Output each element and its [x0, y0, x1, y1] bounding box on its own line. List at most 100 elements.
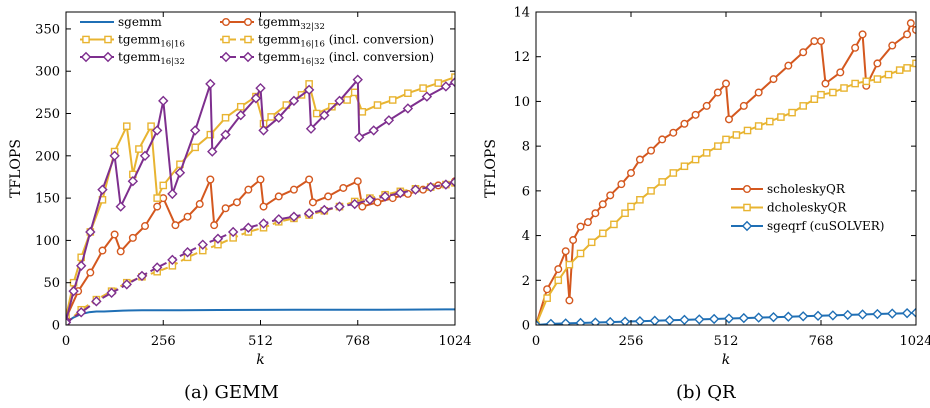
- qr-series-1-point: [691, 155, 700, 164]
- gemm-series-4-point: [139, 150, 151, 162]
- gemm-series-1-point: [244, 185, 253, 194]
- gemm-series-2-point: [343, 96, 351, 104]
- gemm-series-5-point: [449, 176, 455, 188]
- gemm-series-2-point: [153, 194, 161, 202]
- qr-series-2-point: [545, 318, 557, 325]
- qr-series-2-point: [560, 318, 571, 325]
- gemm-series-4-point: [207, 146, 218, 157]
- gemm-series-5-point: [121, 279, 132, 290]
- gemm-series-4-point: [440, 81, 452, 92]
- qr-series-0-point: [669, 128, 678, 137]
- qr-series-0-point: [591, 209, 600, 218]
- gemm-series-4-point: [383, 115, 395, 126]
- gemm-legend-label: tgemm16|16 (incl. conversion): [258, 33, 434, 50]
- gemm-series-1-point: [116, 247, 125, 256]
- qr-legend: scholeskyQR dcholeskyQR sgeqrf (cuSOLVER): [726, 176, 910, 239]
- gemm-series-1-point: [259, 202, 268, 211]
- gemm-series-2-point: [206, 130, 215, 139]
- qr-series-2-point: [812, 310, 824, 322]
- qr-legend-label: scholeskyQR: [767, 182, 846, 196]
- gemm-series-5-point: [288, 211, 300, 222]
- qr-ytick-label: 6: [522, 184, 530, 199]
- qr-series-0-point: [906, 19, 915, 28]
- qr-series-1-point: [829, 88, 837, 97]
- gemm-series-4-point: [151, 125, 163, 136]
- gemm-legend-label: tgemm32|32: [258, 15, 325, 32]
- gemm-series-1-point: [183, 212, 192, 221]
- gemm-series-4-point: [402, 103, 414, 114]
- gemm-series-1-point: [98, 246, 107, 255]
- gemm-legend-marker: [242, 51, 254, 63]
- qr-series-1-point: [765, 117, 774, 126]
- gemm-series-4-point: [305, 123, 317, 134]
- qr-series-1-point: [722, 135, 730, 144]
- qr-ytick-label: 0: [522, 319, 530, 334]
- gemm-series-5-point: [395, 187, 406, 199]
- gemm-series-4-point: [303, 84, 315, 96]
- qr-series-1-point: [817, 90, 825, 99]
- qr-series-1-point: [799, 102, 807, 110]
- gemm-series-5-point: [212, 233, 224, 244]
- gemm-series-1-point: [110, 230, 119, 239]
- qr-series-1: [536, 59, 916, 325]
- qr-series-2-point: [842, 309, 853, 321]
- gemm-series-4-point: [235, 110, 246, 121]
- gemm-series-2-point: [267, 113, 275, 121]
- gemm-series-4-point: [189, 125, 201, 136]
- qr-series-1-point: [598, 229, 607, 238]
- gemm-ytick-label: 250: [35, 107, 60, 122]
- gemm-legend-label: tgemm16|32 (incl. conversion): [258, 50, 434, 67]
- gemm-series-2-point: [147, 122, 155, 131]
- qr-series-2-point: [901, 307, 913, 319]
- gemm-series-5-point: [91, 296, 102, 307]
- qr-legend-marker: [743, 203, 751, 212]
- gemm-series-4-point: [334, 95, 345, 107]
- gemm-series-5-point: [136, 270, 148, 282]
- qr-series-1-point: [777, 113, 785, 121]
- gemm-series-5-point: [440, 179, 452, 190]
- gemm-series-5-point: [303, 208, 315, 219]
- gemm-legend-label: tgemm16|32: [118, 50, 185, 67]
- gemm-series-1-point: [195, 200, 204, 209]
- gemm-series-4-point: [354, 132, 365, 143]
- qr-series-0-point: [647, 146, 656, 155]
- qr-series-0-point: [561, 247, 570, 256]
- gemm-series-1-point: [141, 222, 150, 231]
- gemm-series-1-point: [274, 192, 283, 201]
- gemm-series-4-point: [97, 184, 108, 195]
- qr-series-0-point: [606, 191, 615, 200]
- qr-series-0-point: [888, 41, 897, 50]
- gemm-series-2-point: [159, 181, 168, 190]
- gemm-series-5-point: [379, 191, 391, 202]
- qr-series-1-point: [912, 59, 916, 68]
- gemm-series-5: [66, 176, 455, 325]
- gemm-legend: sgemm tgemm32|32 tgemm16|16 tgemm16|16 (inc…: [80, 15, 434, 67]
- gemm-series-1-point: [305, 175, 314, 184]
- gemm-series-1-point: [221, 204, 230, 213]
- qr-xlabel: k: [722, 352, 730, 368]
- gemm-series-2-point: [135, 145, 143, 153]
- qr-series-0-point: [702, 101, 711, 110]
- qr-series-1-point: [543, 294, 551, 302]
- gemm-series-4-point: [288, 95, 300, 107]
- qr-series-0-point: [836, 68, 845, 77]
- qr-xtick-label: 256: [619, 334, 644, 349]
- qr-series-1-point: [610, 220, 618, 229]
- gemm-series-1-point: [256, 175, 265, 184]
- qr-legend-marker: [741, 220, 753, 232]
- qr-xtick-label: 1024: [899, 334, 930, 349]
- qr-series-2-point: [783, 311, 794, 322]
- qr-series-1-point: [840, 84, 848, 92]
- qr-chart: 0 256 512 768 1024 0 2 4 6 8 10 12 14 k TFLOPS (b) QR sc…: [483, 6, 930, 404]
- qr-series-1-point: [810, 95, 819, 103]
- qr-series-0-point: [680, 119, 689, 128]
- gemm-series-2-point: [434, 79, 443, 87]
- qr-series-1-point: [754, 122, 763, 130]
- qr-series-1-point: [702, 149, 711, 157]
- qr-series-0-point: [565, 296, 574, 305]
- gemm-series-5-point: [258, 218, 269, 229]
- qr-series-0-point: [912, 25, 916, 34]
- qr-series-1-point: [873, 75, 882, 83]
- gemm-series-1-point: [339, 183, 348, 192]
- gemm-legend-marker: [104, 35, 112, 44]
